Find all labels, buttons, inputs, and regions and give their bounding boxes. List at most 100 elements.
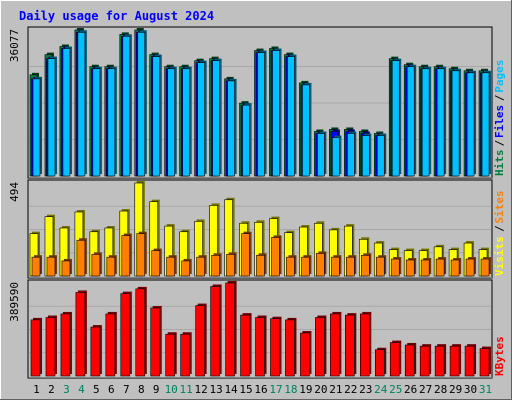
legend-separator: /	[493, 225, 506, 232]
bar-kbytes-kbytes-16	[255, 315, 267, 377]
bar-visits-sites-10-face	[166, 256, 176, 277]
bar-traffic-pages-29-face	[451, 70, 460, 177]
x-tick-label-day-12: 12	[195, 383, 208, 396]
bar-visits-sites-1-face	[31, 256, 41, 277]
bar-visits-sites-28-face	[435, 258, 445, 277]
bar-traffic-pages-29	[451, 68, 462, 177]
bar-kbytes-kbytes-10	[165, 332, 177, 377]
bar-visits-sites-7-face	[121, 235, 131, 277]
x-tick-label-day-13: 13	[209, 383, 222, 396]
bar-traffic-pages-23-face	[361, 135, 370, 177]
bar-kbytes-kbytes-25	[389, 340, 402, 377]
bar-kbytes-kbytes-16-face	[255, 317, 265, 377]
x-tick-label-day-9: 9	[153, 383, 160, 396]
bar-visits-sites-29	[450, 257, 462, 277]
legend-sites: Sites	[493, 190, 506, 223]
bar-kbytes-kbytes-1	[30, 317, 42, 377]
bar-traffic-pages-23	[361, 133, 372, 177]
legend-separator: /	[493, 94, 506, 101]
bar-visits-sites-4	[76, 238, 87, 277]
bar-visits-sites-23	[360, 253, 372, 277]
x-tick-label-day-10: 10	[165, 383, 178, 396]
bar-kbytes-kbytes-10-face	[165, 333, 176, 377]
bar-traffic-pages-24	[376, 133, 387, 177]
bar-kbytes-kbytes-6-face	[105, 313, 116, 377]
bar-kbytes-kbytes-18-face	[285, 319, 295, 377]
bar-kbytes-kbytes-28	[434, 344, 447, 377]
x-tick-label-day-19: 19	[299, 383, 312, 396]
bar-kbytes-kbytes-27	[419, 344, 432, 377]
bar-visits-sites-6-face	[106, 256, 116, 277]
bar-visits-sites-21-face	[331, 256, 340, 277]
bar-visits-sites-24-face	[375, 256, 385, 277]
bar-visits-sites-7	[121, 233, 132, 277]
bar-traffic-pages-10	[167, 66, 177, 177]
bar-kbytes-kbytes-28-face	[434, 345, 445, 377]
x-tick-label-day-6: 6	[108, 383, 115, 396]
bar-visits-sites-15	[241, 231, 252, 277]
bar-kbytes-kbytes-1-face	[30, 319, 41, 377]
bar-traffic-pages-18	[287, 54, 297, 177]
bar-traffic-pages-14	[227, 78, 237, 177]
bar-traffic-pages-19	[302, 82, 312, 177]
bar-kbytes-kbytes-2-face	[45, 317, 56, 377]
bar-traffic-pages-31	[481, 70, 492, 177]
bar-traffic-pages-15	[242, 103, 252, 177]
bar-visits-sites-29-face	[450, 259, 460, 277]
bar-kbytes-kbytes-12	[195, 303, 207, 377]
bar-visits-sites-22	[346, 255, 357, 277]
bar-kbytes-kbytes-13	[210, 284, 222, 377]
bar-kbytes-kbytes-31	[479, 346, 492, 377]
bar-traffic-pages-26	[406, 64, 417, 177]
bar-kbytes-kbytes-4-face	[75, 292, 86, 377]
bar-visits-sites-17-face	[271, 237, 280, 277]
bar-kbytes-kbytes-7-face	[120, 293, 131, 377]
bar-visits-sites-30	[465, 257, 477, 277]
bar-traffic-pages-2	[47, 56, 57, 177]
bar-kbytes-kbytes-22	[345, 313, 357, 377]
panel-visits-max-label: 494	[8, 182, 21, 202]
bar-visits-sites-18-face	[286, 256, 295, 277]
legend-pages: Pages	[493, 60, 506, 93]
bar-visits-sites-26	[405, 257, 417, 277]
bar-kbytes-kbytes-23-face	[359, 313, 370, 377]
bar-visits-sites-25	[390, 257, 402, 277]
panel-kbytes-max-label: 389590	[8, 282, 21, 322]
legend-hits: Hits	[493, 150, 506, 177]
bar-kbytes-kbytes-5	[90, 325, 102, 377]
bar-traffic-pages-9-face	[152, 56, 161, 177]
panel-visits-legend: Visits / Sites	[493, 190, 506, 276]
bar-traffic-pages-1-face	[32, 78, 41, 177]
bar-traffic-pages-28	[436, 66, 447, 177]
bar-traffic-pages-3	[62, 46, 72, 177]
bar-traffic-pages-15-face	[242, 104, 250, 177]
bar-kbytes-kbytes-11-face	[180, 333, 190, 377]
panel-traffic-legend: Hits/Files/Pages	[493, 60, 506, 176]
bar-visits-sites-21	[331, 255, 342, 277]
x-tick-label-day-3: 3	[63, 383, 70, 396]
x-tick-label-day-4: 4	[78, 383, 85, 396]
bar-visits-sites-2-face	[46, 256, 56, 277]
bar-traffic-pages-11	[182, 66, 192, 177]
bar-visits-sites-5	[91, 252, 102, 277]
bar-traffic-pages-4-face	[77, 32, 86, 177]
bar-traffic-pages-28-face	[436, 68, 445, 177]
x-axis-day-labels: 1 2 3 4 5 6 7 8 9 10 11 12 13 14 15 16 17 18 19 20 21 22 23 24 2…	[33, 383, 492, 396]
bar-visits-sites-9-face	[151, 250, 161, 277]
bar-traffic-pages-27-face	[421, 68, 430, 177]
bar-kbytes-kbytes-2	[45, 315, 57, 377]
bar-visits-sites-19-face	[301, 256, 310, 277]
bar-visits-sites-26-face	[405, 259, 415, 277]
bar-traffic-pages-13	[212, 58, 222, 177]
x-tick-label-day-5: 5	[93, 383, 100, 396]
bar-visits-sites-20-face	[316, 253, 325, 277]
bar-visits-sites-18	[286, 255, 297, 277]
x-tick-label-day-16: 16	[254, 383, 267, 396]
bar-traffic-pages-1	[32, 76, 42, 177]
bar-kbytes-kbytes-19-face	[300, 332, 310, 377]
x-tick-label-day-1: 1	[33, 383, 40, 396]
bar-visits-sites-8-face	[136, 233, 146, 277]
bar-kbytes-kbytes-9-face	[150, 307, 161, 377]
bar-traffic-pages-21	[332, 135, 342, 177]
